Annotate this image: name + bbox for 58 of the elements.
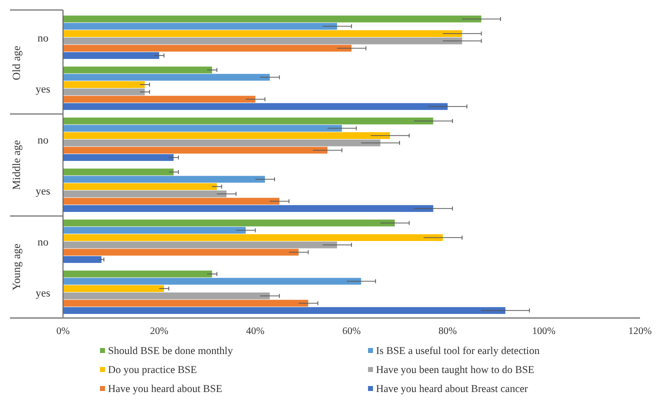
bar: [63, 52, 160, 59]
bar: [63, 300, 308, 307]
bar: [63, 198, 280, 205]
legend-label: Is BSE a useful tool for early detection: [376, 346, 540, 357]
y-tick-label: yes: [36, 186, 50, 198]
bar: [63, 118, 434, 124]
x-tick-label: 0%: [56, 326, 70, 337]
bar: [63, 183, 217, 190]
bar: [63, 22, 338, 30]
x-tick-label: 20%: [150, 326, 168, 337]
bar: [63, 81, 145, 88]
bar: [63, 146, 328, 154]
x-tick-label: 100%: [532, 326, 556, 337]
bar: [63, 226, 246, 234]
bar: [63, 278, 362, 285]
bar: [63, 234, 443, 241]
y-tick-label: no: [38, 134, 49, 146]
y-tick-label: no: [38, 236, 49, 248]
bar: [63, 190, 226, 198]
bar: [63, 44, 352, 52]
bar: [63, 132, 390, 139]
bar: [63, 103, 448, 110]
bar: [63, 88, 145, 96]
legend-label: Have you been taught how to do BSE: [376, 365, 534, 376]
bar: [63, 307, 506, 314]
bar: [63, 292, 270, 300]
x-tick-label: 40%: [246, 326, 265, 337]
bar: [63, 154, 174, 161]
x-tick-label: 120%: [628, 326, 652, 337]
legend-label: Do you practice BSE: [108, 365, 197, 376]
bar: [63, 74, 270, 81]
bar: [63, 242, 338, 248]
legend-label: Should BSE be done monthly: [108, 346, 234, 357]
bar: [63, 96, 256, 103]
bar: [63, 285, 164, 292]
legend-label: Have you heard about Breast cancer: [376, 384, 528, 395]
bar: [63, 38, 462, 44]
bar: [63, 66, 212, 74]
bar: [63, 256, 102, 263]
bar: [63, 124, 342, 132]
legend-label: Have you heard about BSE: [108, 384, 222, 395]
x-tick-label: 60%: [342, 326, 361, 337]
bar: [63, 140, 380, 146]
y-tick-label: yes: [36, 288, 50, 300]
bar: [63, 248, 299, 256]
bar: [63, 220, 395, 226]
bar: [63, 16, 482, 22]
text: Young age: [11, 243, 23, 290]
bar: [63, 270, 212, 278]
bar: [63, 30, 462, 37]
y-tick-label: no: [38, 32, 49, 44]
text: Old age: [11, 46, 23, 80]
text: Middle age: [11, 140, 23, 190]
bar: [63, 168, 174, 176]
x-tick-label: 80%: [438, 326, 457, 337]
y-tick-label: yes: [36, 84, 50, 96]
bar: [63, 176, 265, 183]
bar: [63, 205, 434, 212]
